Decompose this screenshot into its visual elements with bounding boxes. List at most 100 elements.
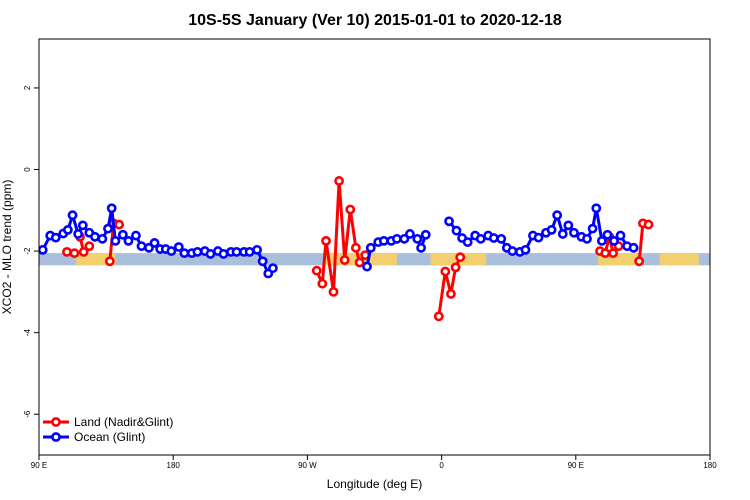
series-0-point-4-4 xyxy=(455,252,466,263)
series-0-line-3 xyxy=(315,179,367,294)
series-1-point-2-8 xyxy=(496,233,507,244)
y-axis: -6 -4 -2 0 2 xyxy=(23,85,39,418)
series-1-point-2-17 xyxy=(552,210,563,221)
x-tick-label-1: 180 xyxy=(167,461,181,470)
series-1-point-0-24 xyxy=(179,248,190,259)
series-0-point-3-8 xyxy=(354,257,365,268)
series-1-point-0-10 xyxy=(97,233,108,244)
series-1-point-0-17 xyxy=(136,241,147,252)
series-0-point-3-0 xyxy=(311,265,322,276)
series-1-point-0-16 xyxy=(131,230,141,241)
legend-marker-1 xyxy=(51,432,61,442)
series-0-point-0-0 xyxy=(62,246,72,257)
series-1-point-0-11 xyxy=(103,223,113,234)
series-layer xyxy=(39,176,654,322)
series-0-point-3-5 xyxy=(339,255,350,265)
series-1-point-2-18 xyxy=(557,229,568,239)
series-0-point-6-0 xyxy=(634,256,645,267)
y-tick-label-1: -4 xyxy=(23,329,32,337)
legend-label-1: Ocean (Glint) xyxy=(74,430,145,444)
x-tick-label-2: 90 W xyxy=(298,461,317,470)
series-0-point-3-6 xyxy=(345,204,356,215)
series-1-point-1-3 xyxy=(378,235,389,246)
series-1-point-0-0 xyxy=(39,244,48,255)
series-0-point-2-0 xyxy=(104,256,115,267)
y-axis-label: XCO2 - MLO trend (ppm) xyxy=(0,180,14,315)
legend-label-0: Land (Nadir&Glint) xyxy=(74,415,173,429)
series-0-point-3-7 xyxy=(350,242,361,253)
y-tick-label-3: 0 xyxy=(23,167,32,172)
x-axis-label: Longitude (deg E) xyxy=(327,477,422,491)
series-1-point-1-8 xyxy=(412,233,423,244)
series-1-point-0-5 xyxy=(67,210,78,221)
series-1-point-2-30 xyxy=(628,242,639,253)
series-1-point-1-1 xyxy=(365,242,376,253)
series-1-point-2-19 xyxy=(563,220,574,231)
series-1-point-0-15 xyxy=(123,235,134,246)
series-1-point-0-30 xyxy=(218,249,229,259)
series-1-point-0-32 xyxy=(231,246,242,257)
chart-title: 10S-5S January (Ver 10) 2015-01-01 to 20… xyxy=(188,12,562,29)
series-1-point-0-14 xyxy=(117,229,128,240)
series-1-point-0-34 xyxy=(244,246,255,257)
series-1-point-2-1 xyxy=(451,225,462,236)
series-1-point-1-9 xyxy=(416,242,426,253)
series-1-point-0-4 xyxy=(62,224,73,235)
series-0-point-2-2 xyxy=(114,219,125,230)
series-1-point-1-5 xyxy=(391,233,402,244)
series-1-point-1-7 xyxy=(405,229,415,239)
x-axis: 90 E 180 90 W 0 90 E 180 xyxy=(31,455,717,470)
series-0-point-4-3 xyxy=(450,262,461,273)
series-1-point-2-12 xyxy=(520,244,531,255)
series-1-point-0-28 xyxy=(205,249,216,259)
series-0-point-1-1 xyxy=(78,246,89,257)
series-0-point-4-1 xyxy=(440,266,451,277)
series-1-point-0-12 xyxy=(106,203,117,214)
series-0-point-3-1 xyxy=(317,278,328,289)
series-1-point-2-22 xyxy=(582,233,592,244)
series-0-point-0-1 xyxy=(69,248,80,259)
series-0-point-4-0 xyxy=(433,311,444,322)
series-1 xyxy=(39,203,639,279)
series-1-point-0-23 xyxy=(173,242,184,252)
series-1-point-1-0 xyxy=(362,261,372,272)
x-tick-label-4: 90 E xyxy=(568,461,584,470)
series-0-point-3-3 xyxy=(328,286,339,297)
y-tick-label-4: 2 xyxy=(23,85,32,90)
series-1-point-0-6 xyxy=(73,229,84,239)
series-1-point-2-16 xyxy=(546,224,557,235)
series-1-point-1-10 xyxy=(420,229,431,240)
y-tick-label-0: -6 xyxy=(23,410,32,418)
series-1-point-2-3 xyxy=(462,237,473,248)
legend-marker-0 xyxy=(51,417,61,427)
legend: Land (Nadir&Glint)Ocean (Glint) xyxy=(43,415,173,444)
series-1-point-2-27 xyxy=(609,235,619,246)
series-0-point-4-2 xyxy=(446,289,456,299)
series-1-point-0-35 xyxy=(252,244,262,255)
x-tick-label-0: 90 E xyxy=(31,461,47,470)
series-1-point-2-0 xyxy=(444,216,454,227)
series-0-point-1-2 xyxy=(84,241,95,252)
series-1-point-2-20 xyxy=(569,227,579,238)
series-1-point-0-38 xyxy=(268,263,278,274)
series-1-point-2-24 xyxy=(591,203,602,214)
series-0-point-6-2 xyxy=(643,219,654,230)
x-tick-label-3: 0 xyxy=(439,461,444,470)
series-0-point-5-1 xyxy=(600,248,611,259)
series-1-point-0-36 xyxy=(257,256,268,267)
series-1-point-2-25 xyxy=(596,235,607,246)
series-1-point-2-10 xyxy=(507,246,518,256)
series-1-point-2-5 xyxy=(475,233,486,244)
series-1-point-2-26 xyxy=(602,229,613,240)
series-1-point-0-2 xyxy=(50,232,61,243)
x-tick-label-5: 180 xyxy=(703,461,717,470)
series-1-point-0-13 xyxy=(110,235,121,246)
y-tick-label-2: -2 xyxy=(23,247,32,255)
series-1-point-2-14 xyxy=(533,232,544,243)
series-0-point-3-2 xyxy=(321,235,331,246)
series-1-point-0-26 xyxy=(192,246,203,257)
series-1-point-0-19 xyxy=(149,238,160,248)
series-1-point-0-22 xyxy=(166,246,177,256)
plot-frame xyxy=(38,38,711,456)
